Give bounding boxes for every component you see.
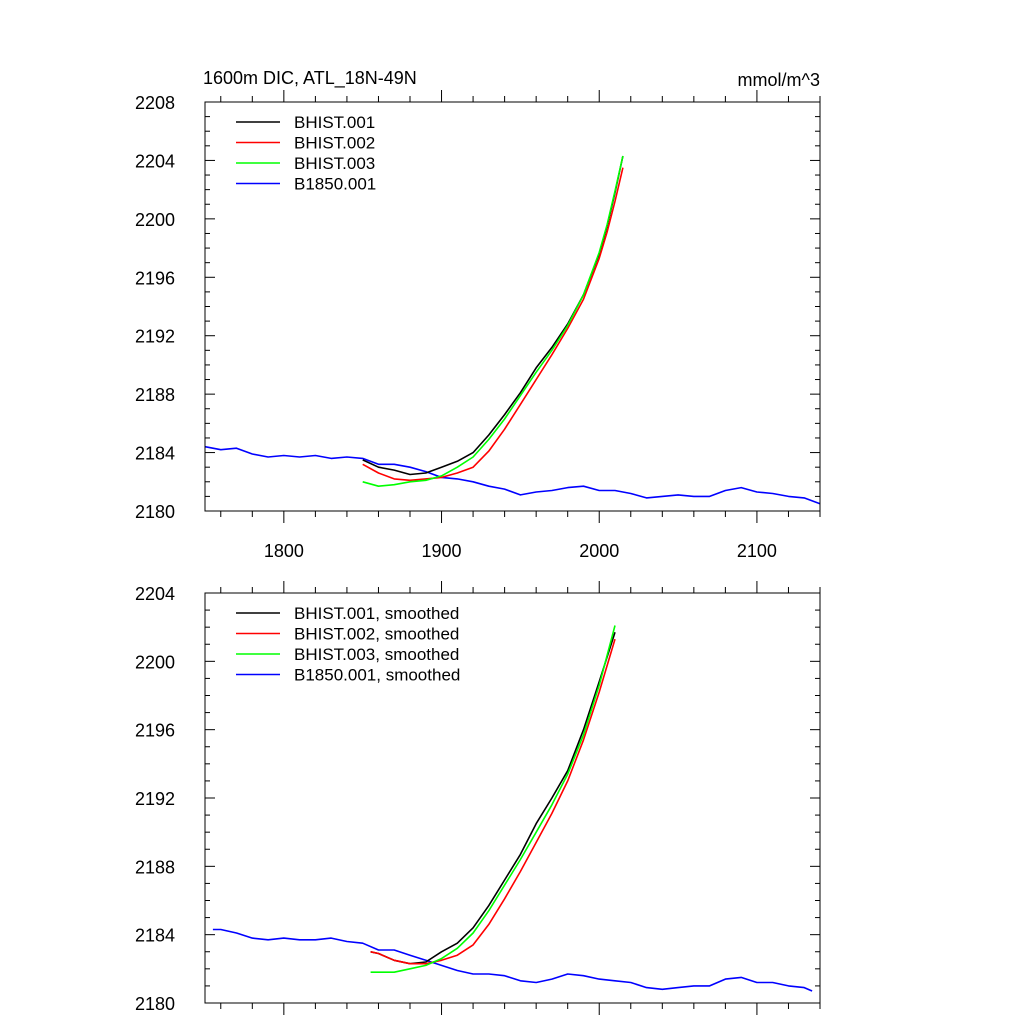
series-line-b1850-001 [204,445,821,505]
y-tick-label: 2208 [135,93,175,113]
series-line-bhist-003-smoothed [370,625,616,974]
y-tick-label: 2180 [135,502,175,522]
top-chart-panel: 1600m DIC, ATL_18N-49N mmol/m^3 2180 2184… [135,68,821,561]
bottom-chart-frame [204,592,821,1004]
bottom-chart-panel: 2180 2184 2188 2192 2196 2200 2204 BHIST.001, … [135,581,821,1015]
top-chart-ticks: 2180 2184 2188 2192 2196 2200 2204 2208 1800 1900… [135,90,821,561]
series-line-b1850-001-smoothed [212,928,813,992]
x-tick-label: 2000 [579,541,619,561]
legend-label: B1850.001, smoothed [294,666,460,685]
y-tick-label: 2188 [135,857,175,877]
bottom-chart-series [212,625,813,992]
bottom-chart-ticks: 2180 2184 2188 2192 2196 2200 2204 [135,581,821,1015]
y-tick-label: 2204 [135,584,175,604]
y-tick-label: 2184 [135,444,175,464]
y-tick-label: 2204 [135,151,175,171]
x-tick-label: 1900 [422,541,462,561]
y-tick-label: 2184 [135,926,175,946]
y-tick-label: 2192 [135,327,175,347]
legend-label: BHIST.002 [294,134,375,153]
y-tick-label: 2196 [135,268,175,288]
legend-label: BHIST.001 [294,113,375,132]
legend-label: BHIST.003, smoothed [294,645,459,664]
top-chart-units: mmol/m^3 [738,70,820,90]
legend-label: B1850.001 [294,175,376,194]
y-tick-label: 2196 [135,721,175,741]
y-tick-label: 2188 [135,385,175,405]
x-tick-label: 2100 [737,541,777,561]
legend-label: BHIST.003 [294,154,375,173]
y-tick-label: 2192 [135,789,175,809]
legend-label: BHIST.001, smoothed [294,604,459,623]
series-line-bhist-002 [362,167,624,482]
series-line-bhist-003 [362,155,624,488]
series-line-bhist-002-smoothed [370,638,616,965]
bottom-chart-legend: BHIST.001, smoothed BHIST.002, smoothedBH… [236,604,460,685]
series-line-bhist-001 [362,155,624,476]
top-chart-frame [204,101,821,512]
y-tick-label: 2200 [135,210,175,230]
x-tick-label: 1800 [264,541,304,561]
legend-label: BHIST.002, smoothed [294,625,459,644]
top-chart-series [204,155,821,505]
top-chart-title: 1600m DIC, ATL_18N-49N [203,68,417,89]
y-tick-label: 2200 [135,652,175,672]
y-tick-label: 2180 [135,994,175,1014]
